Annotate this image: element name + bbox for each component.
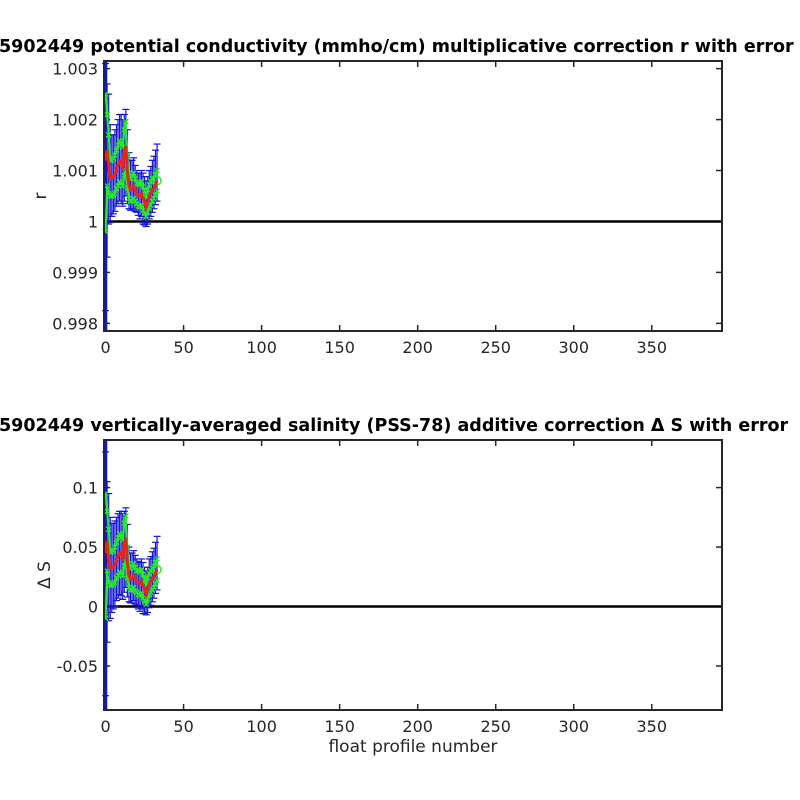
panel-salinity-correction: 5902449 vertically-averaged salinity (PS… (0, 416, 788, 757)
band-point-marker (138, 590, 145, 597)
band-point-marker (140, 571, 146, 578)
band-point-marker (138, 178, 145, 185)
band-point-marker (138, 202, 145, 209)
y-tick-label: -0.05 (57, 657, 98, 676)
band-point-marker (118, 139, 125, 146)
y-axis-label: r (31, 193, 51, 200)
band-point-marker (119, 182, 126, 189)
y-tick-label: 1.002 (52, 111, 98, 130)
x-tick-label: 150 (324, 338, 355, 357)
band-point-marker (140, 207, 146, 214)
y-tick-label: 0 (88, 598, 98, 617)
band-point-marker (154, 555, 161, 562)
x-tick-label: 150 (324, 717, 355, 736)
band-point-marker (130, 170, 137, 177)
x-tick-label: 250 (480, 338, 511, 357)
band-point-marker (150, 584, 157, 591)
band-point-marker (149, 175, 156, 182)
axes-frame (103, 439, 723, 711)
band-point-marker (104, 182, 111, 189)
band-point-marker (104, 508, 111, 515)
band-point-marker (154, 577, 161, 584)
chart-title: 5902449 vertically-averaged salinity (PS… (0, 416, 788, 436)
band-point-marker (154, 167, 161, 174)
band-point-marker (111, 579, 118, 586)
fit-line (104, 145, 159, 213)
band-point-marker (152, 580, 159, 587)
band-point-marker (132, 175, 139, 182)
band-point-marker (105, 526, 112, 533)
y-tick-label: 0.999 (52, 263, 98, 282)
band-point-marker (110, 547, 117, 554)
band-point-marker (113, 539, 120, 546)
band-point-marker (147, 202, 154, 209)
x-tick-label: 100 (246, 338, 277, 357)
band-point-marker (133, 180, 140, 187)
band-point-marker (121, 172, 128, 179)
band-point-marker (122, 118, 129, 125)
band-point-marker (105, 131, 112, 138)
band-point-marker (143, 601, 150, 608)
axis-ticks: 0 50 100 150 200 250 300 350 0.998 0.999 1 1.001 1.0… (52, 60, 722, 357)
x-tick-label: 250 (480, 717, 511, 736)
band-point-marker (144, 575, 151, 581)
y-axis-label: Δ S (35, 561, 55, 589)
plot-area (102, 440, 722, 710)
x-tick-label: 0 (100, 338, 110, 357)
band-point-marker (107, 582, 114, 589)
band-point-marker (104, 111, 111, 118)
y-tick-label: 0.1 (73, 479, 98, 498)
band-point-marker (141, 576, 148, 583)
band-point-marker (154, 187, 161, 194)
x-tick-label: 300 (558, 338, 589, 357)
band-point-marker (121, 126, 128, 133)
x-tick-label: 100 (246, 717, 277, 736)
chart-title: 5902449 potential conductivity (mmho/cm)… (0, 37, 794, 57)
band-point-marker (138, 566, 145, 573)
band-point-marker (111, 152, 118, 159)
band-point-marker (113, 147, 120, 154)
x-tick-label: 0 (100, 717, 110, 736)
band-point-marker (143, 213, 150, 220)
y-tick-label: 1.003 (52, 60, 98, 79)
fit-line (104, 537, 159, 600)
x-tick-label: 300 (558, 717, 589, 736)
band-point-marker (111, 544, 118, 551)
band-point-marker (130, 584, 137, 591)
plot-area (102, 61, 722, 331)
band-point-marker (152, 559, 159, 566)
x-tick-label: 50 (173, 717, 193, 736)
band-point-marker (133, 567, 140, 574)
band-point-marker (130, 560, 137, 567)
band-point-marker (119, 572, 126, 579)
band-point-marker (121, 520, 128, 527)
y-tick-label: 1.001 (52, 162, 98, 181)
band-point-marker (150, 195, 157, 202)
x-tick-label: 200 (402, 717, 433, 736)
band-point-marker (110, 155, 117, 162)
series-end-marker (152, 564, 162, 575)
axes-frame (103, 60, 723, 332)
y-tick-label: 1 (88, 212, 98, 231)
band-point-marker (122, 513, 129, 520)
band-point-marker (144, 186, 151, 193)
x-tick-label: 50 (173, 338, 193, 357)
band-point-marker (146, 181, 153, 188)
x-tick-label: 200 (402, 338, 433, 357)
band-point-marker (152, 192, 159, 198)
band-point-marker (121, 563, 128, 570)
band-point-marker (140, 183, 146, 190)
y-tick-label: 0.998 (52, 314, 98, 333)
band-point-marker (118, 532, 125, 539)
y-tick-label: 0.05 (62, 538, 98, 557)
band-point-marker (136, 181, 143, 188)
x-tick-label: 350 (636, 338, 667, 357)
band-point-marker (111, 190, 118, 197)
panel-conductivity-correction: 5902449 potential conductivity (mmho/cm)… (0, 37, 794, 357)
axis-ticks: 0 50 100 150 200 250 300 350 -0.05 0 0.05 0.1 (57, 440, 722, 736)
x-axis-label: float profile number (328, 737, 497, 757)
x-tick-label: 350 (636, 717, 667, 736)
